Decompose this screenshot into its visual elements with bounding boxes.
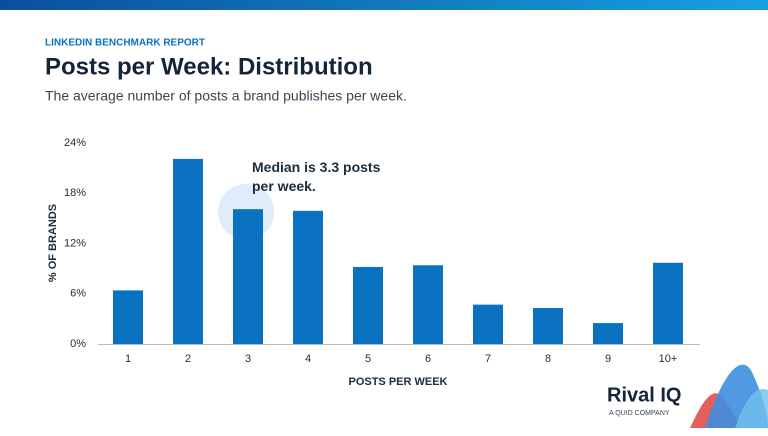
x-tick-label: 4 [305,353,311,365]
x-axis-label: POSTS PER WEEK [348,376,447,388]
bar [593,323,623,344]
bar [413,265,443,344]
y-tick-label: 0% [70,338,86,350]
bar [233,209,263,344]
x-tick-label: 3 [245,353,251,365]
bar [113,290,143,344]
x-tick-label: 2 [185,353,191,365]
bar [353,266,383,344]
logo-wave [735,389,768,428]
logo-name: Rival IQ [607,384,681,406]
bar [653,262,683,344]
x-tick-label: 7 [485,353,491,365]
annotation: Median is 3.3 posts per week. [252,159,381,194]
x-tick-label: 9 [605,353,611,365]
bar [293,210,323,344]
logo-tagline: A QUID COMPANY [609,410,670,417]
x-tick-label: 8 [545,353,551,365]
kicker: LINKEDIN BENCHMARK REPORT [45,38,205,49]
x-tick-label: 10+ [659,353,678,365]
chart-subtitle: The average number of posts a brand publ… [45,88,407,104]
x-tick-label: 1 [125,353,131,365]
bar [173,158,203,344]
y-tick-label: 6% [70,288,86,300]
top-bar [0,0,768,10]
x-tick-label: 6 [425,353,431,365]
y-tick-label: 18% [64,187,86,199]
y-tick-label: 12% [64,237,86,249]
bar [533,307,563,344]
y-axis-label: % OF BRANDS [47,204,59,282]
y-tick-label: 24% [64,137,86,149]
chart-title: Posts per Week: Distribution [45,53,373,80]
x-tick-label: 5 [365,353,371,365]
bar [473,304,503,344]
